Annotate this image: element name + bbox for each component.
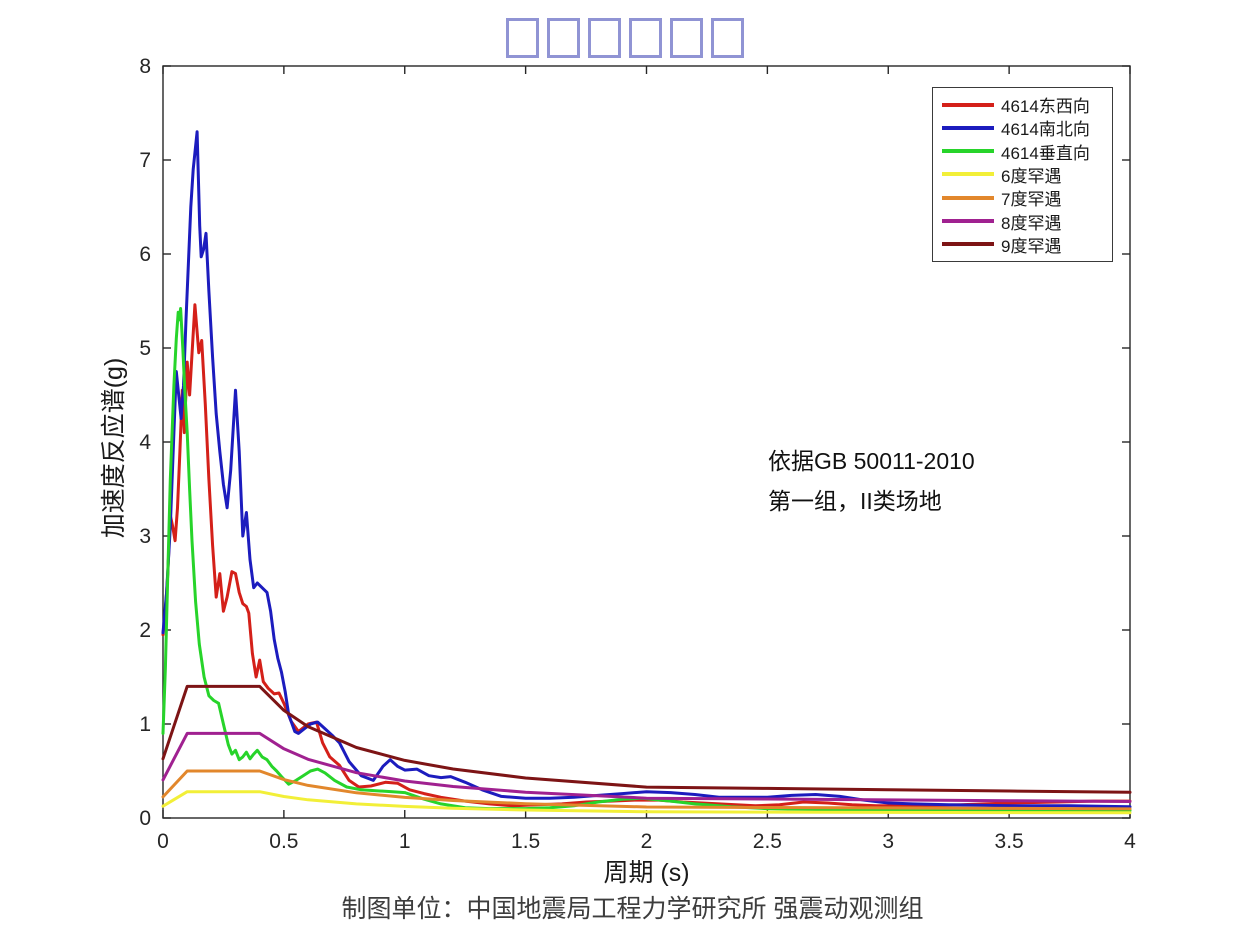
legend-label: 6度罕遇: [1001, 166, 1062, 186]
annotation-line-1: 依据GB 50011-2010: [768, 448, 975, 474]
legend-box: 4614东西向 4614南北向 4614垂直向 6度罕遇 7度罕遇 8度罕遇 9度罕遇: [932, 87, 1113, 262]
legend-item: 7度罕遇: [933, 186, 1112, 209]
title-missing-glyph-box: [506, 18, 539, 58]
y-tick-label: 2: [139, 619, 151, 642]
legend-item: 6度罕遇: [933, 163, 1112, 186]
x-tick-label: 0: [157, 830, 169, 853]
chart-title-missing-glyphs: [0, 18, 1250, 58]
x-tick-label: 3.5: [995, 830, 1024, 853]
series-line-7度罕遇: [161, 769, 1132, 811]
legend-line-swatch: [942, 242, 994, 247]
legend-item: 4614南北向: [933, 116, 1112, 139]
series-line-4614垂直向: [161, 307, 1132, 812]
y-tick-label: 8: [139, 55, 151, 78]
y-tick-label: 7: [139, 149, 151, 172]
series-line-8度罕遇: [161, 731, 1132, 803]
series-line-9度罕遇: [161, 684, 1132, 794]
annotation-text: 依据GB 50011-2010 第一组，II类场地: [768, 441, 975, 521]
legend-item: 8度罕遇: [933, 210, 1112, 233]
y-tick-label: 5: [139, 337, 151, 360]
series-line-4614南北向: [161, 130, 1132, 809]
y-axis-label: 加速度反应谱(g): [100, 357, 128, 539]
x-tick-label: 1.5: [511, 830, 540, 853]
legend-line-swatch: [942, 149, 994, 154]
y-tick-label: 3: [139, 525, 151, 548]
legend-line-swatch: [942, 172, 994, 177]
legend-line-swatch: [942, 219, 994, 224]
x-tick-label: 0.5: [269, 830, 298, 853]
legend-item: 9度罕遇: [933, 233, 1112, 256]
figure-caption: 制图单位：中国地震局工程力学研究所 强震动观测组: [341, 895, 924, 923]
series-line-4614东西向: [161, 303, 1132, 808]
legend-item: 4614垂直向: [933, 140, 1112, 163]
y-tick-label: 0: [139, 807, 151, 830]
legend-item: 4614东西向: [933, 93, 1112, 116]
legend-line-swatch: [942, 195, 994, 200]
legend-label: 4614南北向: [1001, 120, 1090, 140]
title-missing-glyph-box: [670, 18, 703, 58]
x-tick-label: 1: [399, 830, 411, 853]
legend-label: 4614东西向: [1001, 97, 1090, 117]
legend-label: 4614垂直向: [1001, 143, 1090, 163]
x-axis-label: 周期 (s): [603, 859, 690, 887]
y-tick-label: 4: [139, 431, 151, 454]
y-tick-label: 1: [139, 713, 151, 736]
title-missing-glyph-box: [711, 18, 744, 58]
legend-line-swatch: [942, 125, 994, 130]
annotation-line-2: 第一组，II类场地: [768, 488, 942, 514]
x-tick-label: 2.5: [753, 830, 782, 853]
x-tick-label: 4: [1124, 830, 1136, 853]
series-line-6度罕遇: [161, 790, 1132, 815]
title-missing-glyph-box: [588, 18, 621, 58]
title-missing-glyph-box: [629, 18, 662, 58]
title-missing-glyph-box: [547, 18, 580, 58]
legend-line-swatch: [942, 102, 994, 107]
legend-label: 8度罕遇: [1001, 213, 1062, 233]
y-tick-label: 6: [139, 243, 151, 266]
legend-label: 7度罕遇: [1001, 190, 1062, 210]
x-tick-label: 2: [641, 830, 653, 853]
legend-label: 9度罕遇: [1001, 236, 1062, 256]
x-tick-label: 3: [882, 830, 894, 853]
